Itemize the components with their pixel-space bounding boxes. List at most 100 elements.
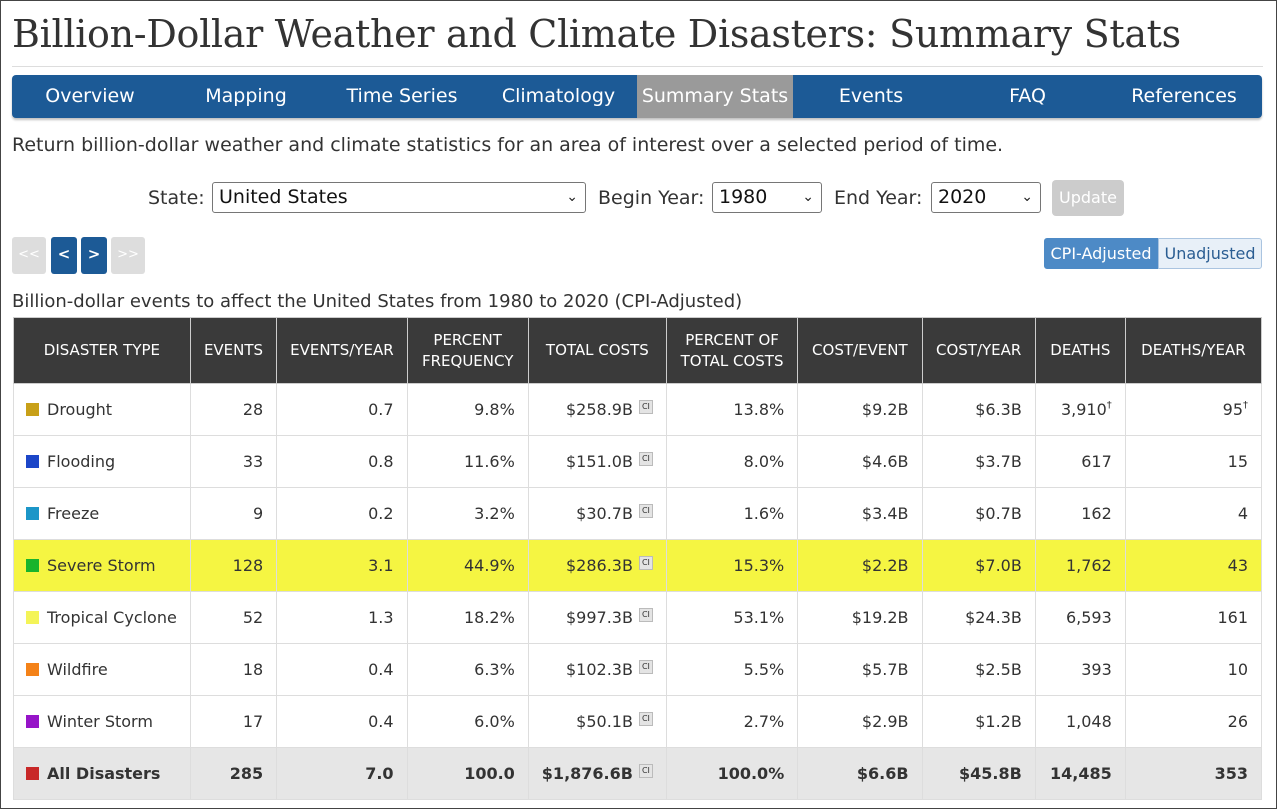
percent-total-costs-cell-value: 8.0%	[743, 452, 785, 471]
state-select[interactable]: United States ⌄	[212, 182, 586, 213]
percent-total-costs-cell: 100.0%	[665, 747, 799, 800]
percent-total-costs-cell-value: 1.6%	[743, 504, 785, 523]
percent-frequency-cell-value: 11.6%	[463, 452, 515, 471]
cost-year-cell-value: $6.3B	[975, 400, 1022, 419]
cpi-adjusted-toggle[interactable]: CPI-Adjusted	[1044, 238, 1158, 269]
cost-event-cell-value: $3.4B	[861, 504, 909, 523]
tab-climatology[interactable]: Climatology	[501, 85, 616, 107]
update-button[interactable]: Update	[1052, 180, 1124, 216]
cost-event-cell: $9.2B	[797, 383, 923, 436]
deaths-cell-value: 1,762	[1065, 556, 1112, 575]
disaster-type-label: Winter Storm	[47, 712, 153, 731]
percent-total-costs-cell-value: 53.1%	[733, 608, 785, 627]
events-year-cell-value: 0.7	[368, 400, 394, 419]
tab-overview[interactable]: Overview	[45, 85, 135, 107]
cost-event-cell: $3.4B	[797, 487, 923, 540]
deaths-year-cell-value: 10	[1227, 660, 1248, 679]
disaster-type-cell: Severe Storm	[13, 539, 191, 592]
cost-year-cell: $6.3B	[921, 383, 1036, 436]
col-events: EVENTS	[189, 317, 278, 384]
begin-year-select[interactable]: 1980 ⌄	[712, 182, 822, 213]
tab-summary-stats[interactable]: Summary Stats	[637, 75, 793, 118]
deaths-year-cell: 26	[1124, 695, 1263, 748]
table-row: Winter Storm 17 0.4 6.0% $50.1B CI 2.7% $2.9B $1…	[13, 695, 1263, 748]
disaster-type-label: All Disasters	[47, 764, 161, 783]
state-label: State:	[148, 187, 205, 209]
disaster-type-cell: Wildfire	[13, 643, 191, 696]
disaster-type-cell: All Disasters	[13, 747, 191, 800]
first-page-button[interactable]: <<	[12, 237, 46, 274]
percent-total-costs-cell: 15.3%	[665, 539, 799, 592]
deaths-year-cell-value: 43	[1227, 556, 1248, 575]
events-year-cell: 7.0	[276, 747, 408, 800]
events-year-cell: 0.2	[276, 487, 408, 540]
table-row: Flooding 33 0.8 11.6% $151.0B CI 8.0% $4.6B $3.7…	[13, 435, 1263, 488]
disaster-type-cell: Flooding	[13, 435, 191, 488]
chevron-down-icon: ⌄	[1021, 189, 1033, 205]
cost-year-cell-value: $2.5B	[975, 660, 1022, 679]
events-cell: 285	[189, 747, 278, 800]
tab-references[interactable]: References	[1131, 85, 1237, 107]
prev-page-button[interactable]: <	[51, 237, 77, 274]
cost-event-cell-value: $4.6B	[861, 452, 909, 471]
percent-total-costs-cell-value: 2.7%	[743, 712, 785, 731]
disaster-type-label: Flooding	[47, 452, 116, 471]
ci-info-icon[interactable]: CI	[638, 660, 653, 674]
deaths-cell: 3,910†	[1034, 383, 1126, 436]
events-year-cell-value: 0.4	[368, 712, 394, 731]
deaths-year-cell: 161	[1124, 591, 1263, 644]
end-year-select[interactable]: 2020 ⌄	[931, 182, 1041, 213]
color-swatch	[26, 559, 39, 572]
deaths-cell-value: 1,048	[1065, 712, 1112, 731]
percent-total-costs-cell: 5.5%	[665, 643, 799, 696]
end-year-label: End Year:	[834, 187, 923, 209]
cost-event-cell: $5.7B	[797, 643, 923, 696]
ci-info-icon[interactable]: CI	[638, 556, 653, 570]
total-costs-cell-value: $258.9B	[565, 400, 633, 419]
ci-info-icon[interactable]: CI	[638, 608, 653, 622]
last-page-button[interactable]: >>	[111, 237, 145, 274]
tab-mapping[interactable]: Mapping	[205, 85, 287, 107]
ci-info-icon[interactable]: CI	[638, 764, 653, 778]
events-cell-value: 33	[242, 452, 264, 471]
cost-year-cell: $45.8B	[921, 747, 1036, 800]
events-cell-value: 28	[242, 400, 264, 419]
deaths-cell-value: 14,485	[1050, 764, 1112, 783]
total-costs-cell: $258.9B CI	[527, 383, 667, 436]
ci-info-icon[interactable]: CI	[638, 452, 653, 466]
color-swatch	[26, 403, 39, 416]
tab-faq[interactable]: FAQ	[1009, 85, 1046, 107]
total-costs-cell-value: $286.3B	[565, 556, 633, 575]
deaths-year-cell-value: 26	[1227, 712, 1248, 731]
events-year-cell-value: 7.0	[365, 764, 394, 783]
col-events-year: EVENTS/YEAR	[276, 317, 408, 384]
total-costs-cell: $286.3B CI	[527, 539, 667, 592]
cost-year-cell-value: $24.3B	[965, 608, 1022, 627]
cost-event-cell: $4.6B	[797, 435, 923, 488]
total-costs-cell-value: $30.7B	[576, 504, 633, 523]
events-cell-value: 285	[229, 764, 264, 783]
dagger-footnote-mark: †	[1106, 400, 1112, 411]
ci-info-icon[interactable]: CI	[638, 712, 653, 726]
table-row: Freeze 9 0.2 3.2% $30.7B CI 1.6% $3.4B $0.7B 162 4	[13, 487, 1263, 540]
deaths-year-cell: 10	[1124, 643, 1263, 696]
unadjusted-toggle[interactable]: Unadjusted	[1158, 238, 1262, 269]
deaths-cell-value: 162	[1081, 504, 1112, 523]
color-swatch	[26, 767, 39, 780]
col-cost-event: COST/EVENT	[797, 317, 923, 384]
deaths-year-cell: 4	[1124, 487, 1263, 540]
events-year-cell: 0.4	[276, 695, 408, 748]
events-year-cell: 0.7	[276, 383, 408, 436]
tab-time-series[interactable]: Time Series	[346, 85, 458, 107]
percent-frequency-cell-value: 3.2%	[474, 504, 515, 523]
ci-info-icon[interactable]: CI	[638, 504, 653, 518]
ci-info-icon[interactable]: CI	[638, 400, 653, 414]
table-body: Drought 28 0.7 9.8% $258.9B CI 13.8% $9.2B $6.3B…	[13, 383, 1263, 800]
total-costs-cell-value: $50.1B	[576, 712, 633, 731]
next-page-button[interactable]: >	[81, 237, 107, 274]
cost-event-cell-value: $19.2B	[851, 608, 909, 627]
percent-total-costs-cell: 8.0%	[665, 435, 799, 488]
tab-events[interactable]: Events	[838, 85, 904, 107]
cost-year-cell-value: $7.0B	[975, 556, 1022, 575]
percent-frequency-cell: 44.9%	[406, 539, 529, 592]
